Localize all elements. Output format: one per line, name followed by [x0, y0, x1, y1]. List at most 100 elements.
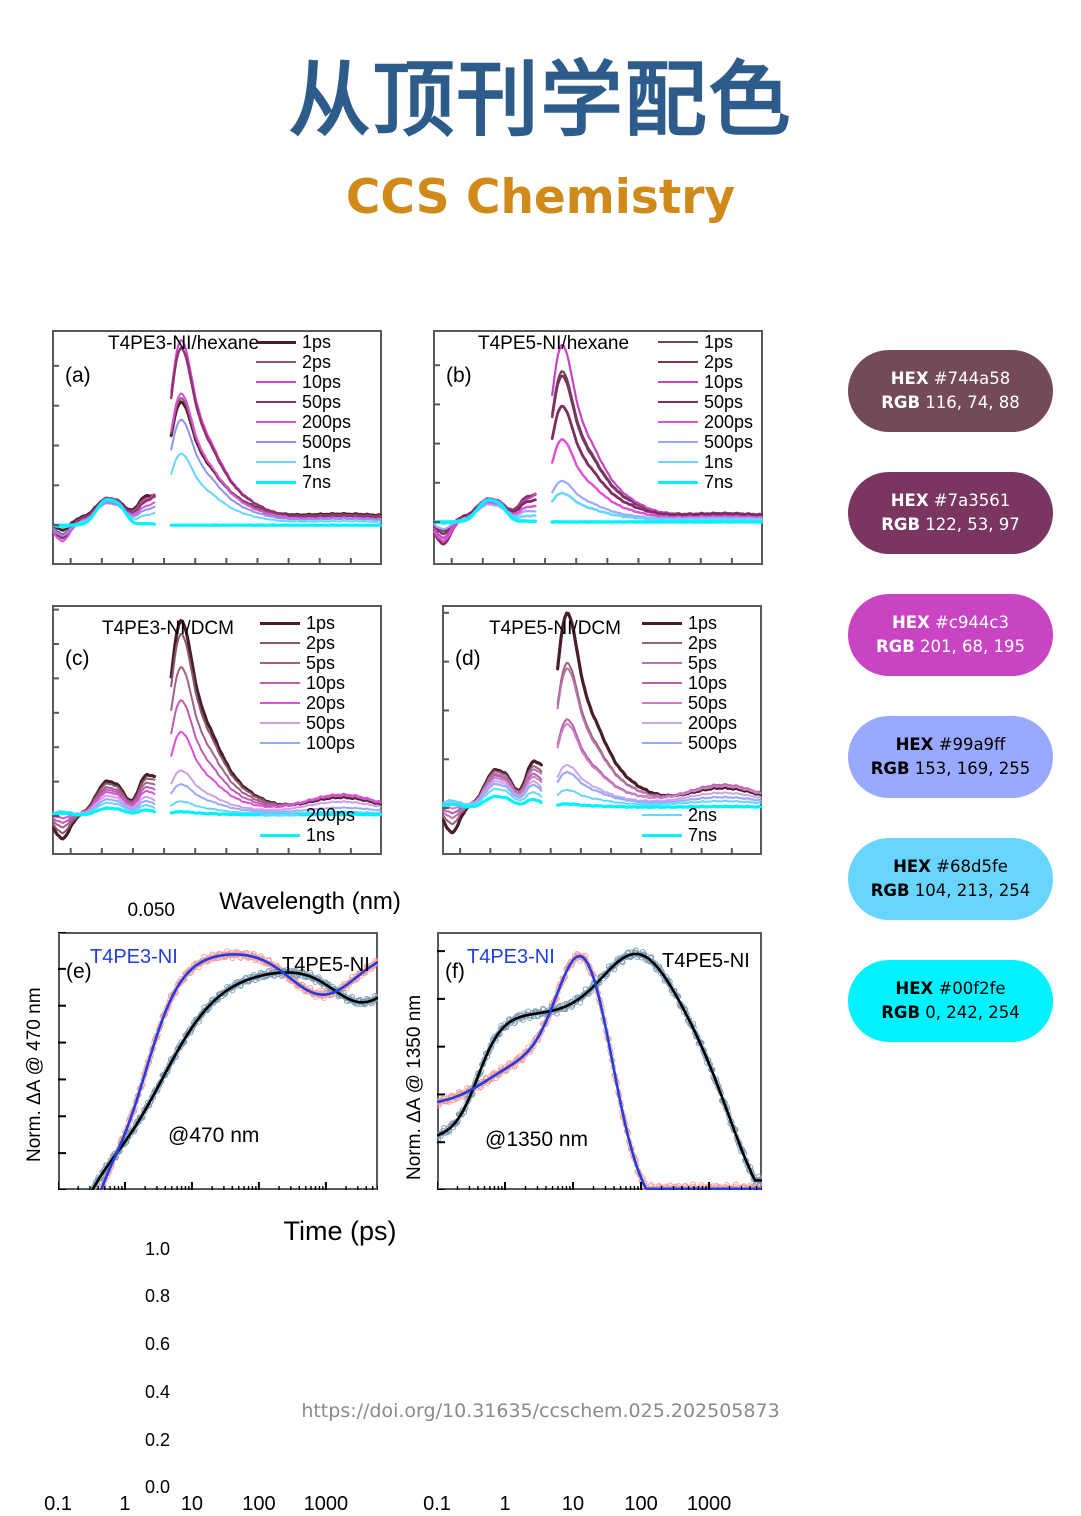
legend-label: 1ps: [688, 613, 717, 634]
legend-line-swatch: [260, 722, 300, 724]
legend-line-swatch: [658, 381, 698, 383]
legend-label: 50ps: [704, 392, 743, 413]
legend-item: 2ps: [256, 352, 351, 372]
y-tick-label: 0.0: [145, 1477, 170, 1498]
legend-line-swatch: [260, 682, 300, 684]
legend-line-swatch: [260, 662, 300, 664]
legend-line-swatch: [658, 461, 698, 463]
legend-line-swatch: [658, 441, 698, 443]
panel-e-label: (e): [66, 960, 92, 984]
swatch-hex-line: HEX #c944c3: [892, 611, 1009, 635]
legend-line-swatch: [256, 441, 296, 443]
legend-item: 1ns: [256, 452, 351, 472]
legend-line-swatch: [642, 622, 682, 625]
legend-line-swatch: [260, 742, 300, 744]
legend-line-swatch: [658, 481, 698, 484]
panel-e-yaxis-title: Norm. ΔA @ 470 nm: [24, 987, 46, 1162]
legend-item: 50ps: [260, 713, 355, 733]
panel-a-label: (a): [65, 364, 91, 388]
swatch-rgb-line: RGB 153, 169, 255: [871, 757, 1031, 781]
chart-panel-f: (f) T4PE3-NI T4PE5-NI @1350 nm: [437, 932, 762, 1190]
legend-line-swatch: [256, 381, 296, 383]
panel-f-series2-label: T4PE5-NI: [662, 950, 750, 973]
legend-item: 50ps: [256, 392, 351, 412]
legend-item: 1ps: [658, 332, 753, 352]
legend-line-swatch: [260, 622, 300, 625]
legend-item: 200ps: [658, 412, 753, 432]
legend-item: 1ps: [256, 332, 351, 352]
legend-label: 7ns: [688, 825, 717, 846]
legend-line-swatch: [256, 361, 296, 363]
legend-item: 20ps: [260, 693, 355, 713]
legend-label: 10ps: [302, 372, 341, 393]
swatch-rgb-line: RGB 201, 68, 195: [876, 635, 1025, 659]
legend-label: 2ps: [302, 352, 331, 373]
legend-line-swatch: [256, 341, 296, 344]
legend-line-swatch: [658, 341, 698, 343]
legend-item: 1ns: [658, 452, 753, 472]
legend-item: 10ps: [260, 673, 355, 693]
legend-item: 100ps: [260, 733, 355, 753]
doi-link[interactable]: https://doi.org/10.31635/ccschem.025.202…: [0, 1400, 1081, 1422]
legend-line-swatch: [642, 834, 682, 837]
legend-line-swatch: [642, 642, 682, 644]
panel-c-title: T4PE3-NI/DCM: [102, 618, 234, 640]
legend-item: 7ns: [256, 472, 351, 492]
page-title-chinese: 从顶刊学配色: [0, 58, 1081, 144]
legend-line-swatch: [642, 722, 682, 724]
legend-label: 10ps: [704, 372, 743, 393]
swatch-rgb-line: RGB 104, 213, 254: [871, 879, 1031, 903]
legend-label: 500ps: [688, 733, 737, 754]
legend-label: 20ps: [306, 693, 345, 714]
legend-item: 5ps: [642, 653, 737, 673]
panel-b-label: (b): [446, 364, 472, 388]
legend-label: 200ps: [302, 412, 351, 433]
legend-label: 100ps: [306, 733, 355, 754]
page-subtitle-journal: CCS Chemistry: [0, 172, 1081, 224]
swatch-hex-line: HEX #00f2fe: [895, 977, 1005, 1001]
legend-line-swatch: [642, 702, 682, 704]
legend-item: 1ps: [642, 613, 737, 633]
swatch-hex-line: HEX #99a9ff: [896, 733, 1006, 757]
legend-label: 2ps: [688, 633, 717, 654]
legend-item: 500ps: [256, 432, 351, 452]
legend-label: 7ns: [704, 472, 733, 493]
panel-f-annotation: @1350 nm: [485, 1128, 588, 1152]
legend-label: 1ps: [704, 332, 733, 353]
legend-label: 5ps: [688, 653, 717, 674]
x-tick-label: 1000: [669, 1493, 749, 1516]
legend-item: 10ps: [642, 673, 737, 693]
legend-item: 200ps: [260, 805, 355, 825]
legend-item: 500ps: [642, 733, 737, 753]
legend-label: 1ps: [302, 332, 331, 353]
y-tick-label: 0.8: [145, 1286, 170, 1307]
legend-item: 200ps: [256, 412, 351, 432]
panel-d-title: T4PE5-NI/DCM: [489, 618, 621, 640]
legend-item: 10ps: [658, 372, 753, 392]
swatch-rgb-line: RGB 116, 74, 88: [881, 391, 1020, 415]
legend-item: 10ps: [256, 372, 351, 392]
legend-line-swatch: [260, 834, 300, 837]
legend-item: 1ns: [260, 825, 355, 845]
legend-label: 50ps: [302, 392, 341, 413]
legend-item: 2ps: [642, 633, 737, 653]
swatch-rgb-line: RGB 122, 53, 97: [881, 513, 1020, 537]
y-tick-label: 1.0: [145, 1239, 170, 1260]
legend-line-swatch: [260, 814, 300, 816]
swatch-rgb-line: RGB 0, 242, 254: [881, 1001, 1020, 1025]
panel-f-series1-label: T4PE3-NI: [467, 946, 555, 969]
legend-label: 2ns: [688, 805, 717, 826]
legend-line-swatch: [658, 401, 698, 403]
legend-line-swatch: [256, 481, 296, 484]
